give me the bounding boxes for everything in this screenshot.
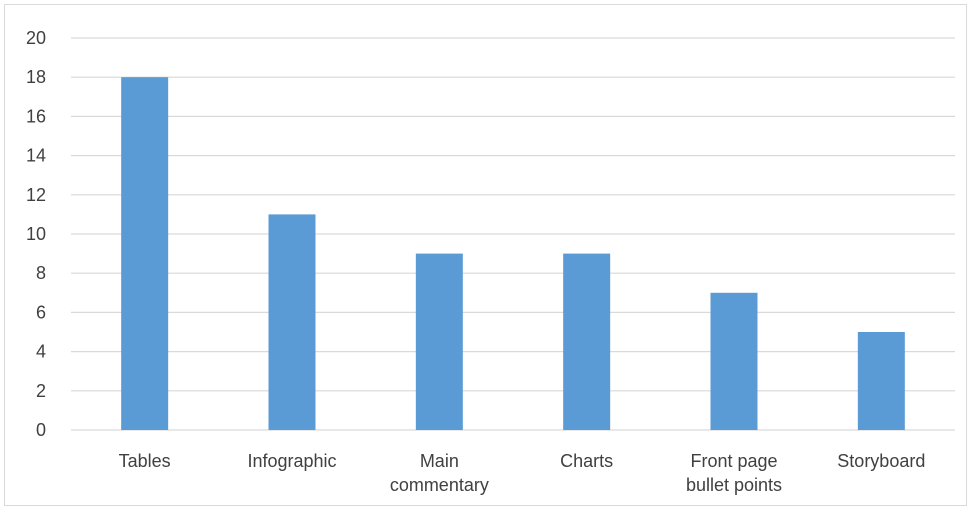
bar [563,253,611,430]
bar [121,77,169,430]
y-tick-label: 18 [26,67,46,87]
y-tick-label: 4 [36,342,46,362]
x-tick-label: bullet points [686,475,782,495]
y-tick-label: 0 [36,420,46,440]
y-tick-label: 12 [26,185,46,205]
bar [857,332,905,430]
y-tick-label: 16 [26,106,46,126]
bar [268,214,316,430]
y-tick-label: 20 [26,28,46,48]
bar [710,292,758,430]
x-tick-label: Tables [119,451,171,471]
chart-frame: 0 2 4 6 8 10 12 14 16 18 20 Tables Infographic Main co… [4,4,967,506]
x-tick-label: Storyboard [837,451,925,471]
x-tick-label: Front page [690,451,777,471]
x-tick-label: Main [420,451,459,471]
x-tick-label: Infographic [247,451,336,471]
y-tick-label: 10 [26,224,46,244]
y-tick-label: 6 [36,302,46,322]
bar [415,253,463,430]
y-tick-label: 2 [36,381,46,401]
y-tick-label: 14 [26,146,46,166]
x-tick-label: Charts [560,451,613,471]
x-tick-label: commentary [390,475,489,495]
bar-chart: 0 2 4 6 8 10 12 14 16 18 20 Tables Infographic Main co… [26,28,955,495]
y-tick-label: 8 [36,263,46,283]
